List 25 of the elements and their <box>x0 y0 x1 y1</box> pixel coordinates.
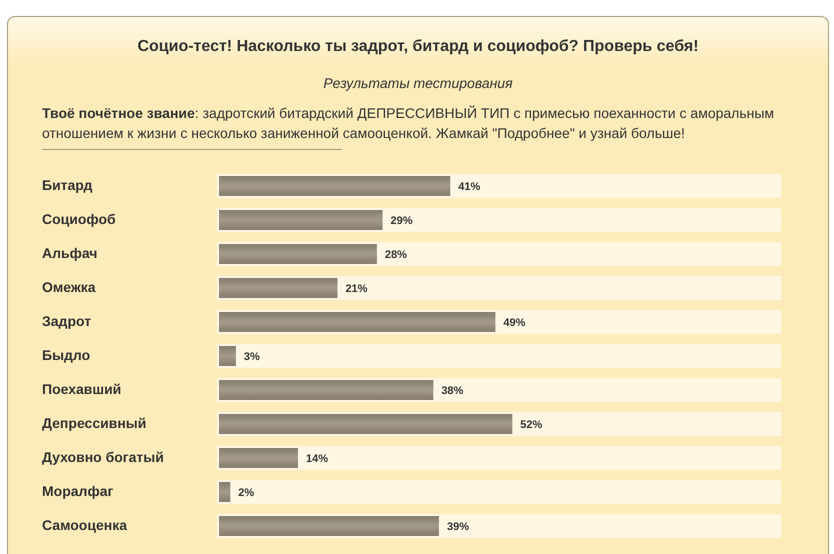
data-label: 3% <box>244 351 260 363</box>
chart-subtitle: Результаты тестирования <box>322 75 514 91</box>
data-label: 29% <box>390 215 413 227</box>
y-tick-label: Депрессивный <box>42 415 146 431</box>
data-label: 28% <box>384 249 408 261</box>
y-tick-label: Моралфаг <box>42 483 114 499</box>
data-label: 39% <box>446 521 470 533</box>
y-tick-label: Самооценка <box>42 517 128 533</box>
y-tick-label: Социофоб <box>42 211 116 227</box>
y-tick-label: Задрот <box>42 313 92 329</box>
data-label: 41% <box>458 181 480 193</box>
y-tick-label: Поехавший <box>42 381 122 397</box>
text: Твоё почётное звание: задротский битардский ДЕПРЕССИВНЫЙ ТИП с примесью поеханности с аморальным отношением к жизни с несколько заниженной самооценкой. Жамкай "Подробнее" и узнай больше! <box>42 105 774 141</box>
y-tick-label: Быдло <box>42 347 90 363</box>
y-tick-label: Духовно богатый <box>42 449 164 465</box>
data-label: 49% <box>503 317 526 329</box>
data-label: 52% <box>520 419 543 431</box>
data-label: 2% <box>238 487 254 499</box>
y-tick-label: Битард <box>42 177 93 193</box>
y-tick-label: Омежка <box>42 279 96 295</box>
data-label: 14% <box>306 453 328 465</box>
y-tick-label: Альфач <box>42 245 98 261</box>
chart-title: Социо-тест! Насколько ты задрот, битард и социофоб? Проверь себя! <box>8 17 828 65</box>
data-label: 21% <box>345 283 368 295</box>
data-label: 38% <box>441 385 464 397</box>
